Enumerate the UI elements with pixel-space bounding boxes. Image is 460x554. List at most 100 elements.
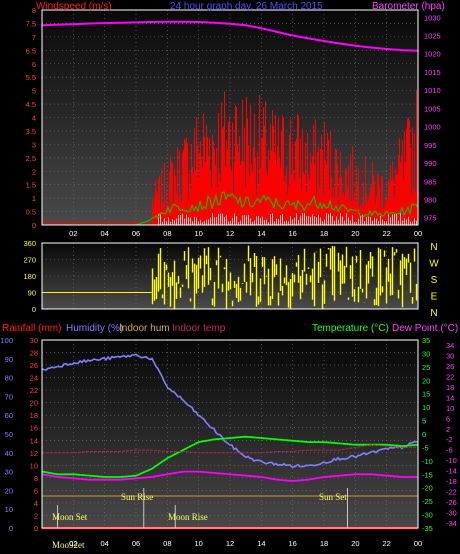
x-tick-top: 16 [288,229,296,238]
windspeed-tick: 0.5 [26,208,36,217]
rainfall-tick: 18 [30,411,38,420]
x-tick-top: 14 [257,229,265,238]
humidity-tick: 30 [5,468,13,477]
temperature-tick: -5 [422,443,429,452]
humidity-axis-label: Humidity (%) [66,323,123,334]
rainfall-tick: 10 [30,461,38,470]
humidity-tick: 20 [5,486,13,495]
dewpoint-tick: -14 [446,467,457,476]
barometer-tick: 1030 [424,13,441,22]
direction-tick: 270 [23,256,36,265]
compass-letter: S [431,275,438,286]
x-tick-top: 22 [382,229,390,238]
wind-barometer-series [41,20,419,226]
compass-letter: N [430,308,437,319]
windspeed-tick: 0 [32,221,36,230]
humidity-tick: 50 [5,430,13,439]
humidity-tick: 0 [9,524,13,533]
temperature-tick: -30 [422,511,433,520]
barometer-tick: 990 [424,159,437,168]
rainfall-tick: 24 [30,374,38,383]
compass-letter: N [430,242,437,253]
moon-set-label: Moon Set [52,512,88,522]
barometer-tick: 985 [424,177,437,186]
x-tick-bottom: 18 [320,539,328,548]
temperature-axis-label: Temperature (°C) [312,323,389,334]
humidity-tick: 90 [5,355,13,364]
temperature-tick: 30 [422,349,430,358]
x-tick-bottom: 02 [69,539,77,548]
windspeed-tick: 5.5 [26,73,36,82]
temperature-tick: 5 [422,417,426,426]
windspeed-tick: 6.5 [26,46,36,55]
x-tick-bottom: 22 [382,539,390,548]
temperature-tick: -35 [422,524,433,533]
sun-rise-label: Sun Rise [121,492,153,502]
temperature-tick: 0 [422,430,426,439]
temperature-tick: 20 [422,376,430,385]
indoor-hum-label: Indoor hum [119,323,170,334]
rainfall-tick: 30 [30,336,38,345]
moon-rise-label: Moon Rise [168,512,208,522]
wind-direction-series [42,245,418,309]
windspeed-tick: 4.5 [26,100,36,109]
x-tick-bottom: 14 [257,539,265,548]
x-tick-top: 06 [132,229,140,238]
barometer-axis-label: Barometer (hpa) [372,1,445,12]
dewpoint-tick: -34 [446,519,457,528]
rainfall-tick: 16 [30,424,38,433]
rainfall-axis-label: Rainfall (mm) [2,323,61,334]
x-tick-top: 12 [226,229,234,238]
dewpoint-tick: 2 [446,425,450,434]
dewpoint-tick: -30 [446,508,457,517]
series-line [42,444,418,454]
bottom-left-label: Moo92et [52,540,85,550]
humidity-tick: 60 [5,411,13,420]
windspeed-axis-label: Windspeed (m/s) [36,1,112,12]
barometer-tick: 995 [424,141,437,150]
direction-frame [41,242,419,310]
dewpoint-tick: -22 [446,487,457,496]
x-tick-bottom: 00 [414,539,422,548]
barometer-tick: 1025 [424,32,441,41]
graph-title: 24 hour graph day, 26 March 2015 [170,1,323,12]
temperature-tick: -25 [422,497,433,506]
windspeed-tick: 3 [32,140,36,149]
direction-tick: 0 [32,305,36,314]
x-tick-top: 00 [414,229,422,238]
barometer-tick: 975 [424,214,437,223]
x-tick-bottom: 20 [351,539,359,548]
x-tick-bottom: 12 [226,539,234,548]
windspeed-tick: 2 [32,167,36,176]
dewpoint-tick: 6 [446,414,450,423]
windspeed-tick: 3.5 [26,127,36,136]
rainfall-tick: 2 [34,511,38,520]
rainfall-tick: 12 [30,449,38,458]
temperature-tick: -15 [422,470,433,479]
top-frame [41,9,419,226]
compass-letter: E [431,292,438,303]
rainfall-tick: 22 [30,386,38,395]
dewpoint-tick: 10 [446,404,454,413]
humidity-tick: 70 [5,392,13,401]
barometer-tick: 1005 [424,104,441,113]
rainfall-tick: 20 [30,399,38,408]
direction-tick: 90 [28,289,36,298]
x-tick-top: 10 [194,229,202,238]
series-line [41,435,419,478]
compass-letter: W [429,259,439,270]
humidity-tick: 80 [5,374,13,383]
dewpoint-tick: 30 [446,352,454,361]
barometer-tick: 1010 [424,86,441,95]
windspeed-tick: 6 [32,60,36,69]
temperature-tick: 15 [422,390,430,399]
windspeed-tick: 5 [32,87,36,96]
indoor-temp-label: Indoor temp [172,323,226,334]
direction-tick: 360 [23,239,36,248]
tick-labels: 0202040406060808101012121414161618182020… [0,6,456,548]
rainfall-tick: 28 [30,349,38,358]
dewpoint-tick: 34 [446,341,454,350]
humidity-tick: 100 [0,336,13,345]
bottom-frame [41,339,419,529]
barometer-tick: 1015 [424,68,441,77]
